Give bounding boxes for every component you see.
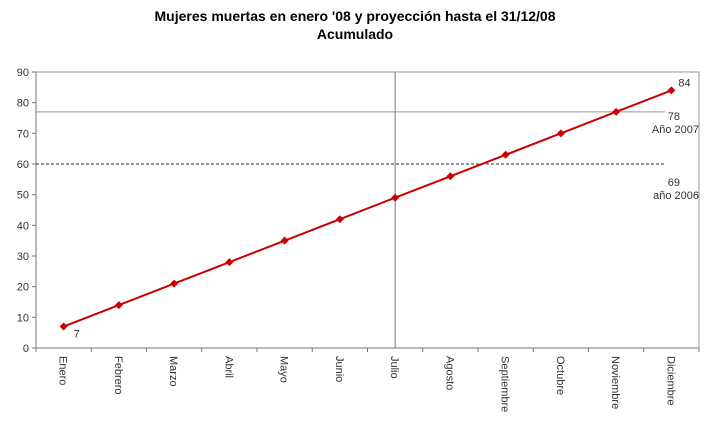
y-tick-label: 80 bbox=[17, 98, 29, 110]
x-tick-label: Marzo bbox=[167, 356, 179, 387]
data-point bbox=[335, 215, 344, 224]
y-tick-label: 60 bbox=[17, 159, 29, 171]
y-tick-label: 30 bbox=[17, 251, 29, 263]
x-tick-label: Junio bbox=[333, 356, 345, 382]
data-point bbox=[225, 258, 234, 267]
reference-value-label: 69 bbox=[668, 177, 680, 189]
y-tick-label: 20 bbox=[17, 282, 29, 294]
x-tick-label: Octubre bbox=[554, 356, 566, 395]
data-label: 84 bbox=[678, 77, 690, 89]
data-point bbox=[612, 107, 621, 116]
x-tick-label: Noviembre bbox=[609, 356, 621, 409]
y-tick-label: 90 bbox=[17, 67, 29, 79]
reference-value-label: 78 bbox=[668, 111, 680, 123]
x-tick-label: Julio bbox=[388, 356, 400, 379]
x-tick-label: Mayo bbox=[278, 356, 290, 383]
data-point bbox=[170, 279, 179, 288]
reference-text-label: Año 2007 bbox=[652, 124, 699, 136]
data-point bbox=[114, 301, 123, 310]
data-point bbox=[667, 86, 676, 95]
x-tick-label: Septiembre bbox=[499, 356, 511, 412]
x-tick-label: Diciembre bbox=[664, 356, 676, 406]
data-point bbox=[391, 193, 400, 202]
series-line bbox=[63, 89, 672, 328]
reference-text-label: año 2006 bbox=[653, 190, 699, 202]
y-tick-label: 40 bbox=[17, 220, 29, 232]
data-point bbox=[501, 150, 510, 159]
plot-area-border bbox=[35, 71, 700, 349]
y-tick-label: 10 bbox=[17, 312, 29, 324]
y-tick-label: 50 bbox=[17, 190, 29, 202]
x-tick-label: Enero bbox=[57, 356, 69, 385]
x-tick-label: Febrero bbox=[112, 356, 124, 395]
y-tick-label: 0 bbox=[23, 343, 29, 355]
chart-subtitle: Acumulado bbox=[316, 26, 394, 42]
y-tick-label: 70 bbox=[17, 128, 29, 140]
data-point bbox=[446, 172, 455, 181]
data-point bbox=[280, 236, 289, 245]
data-point bbox=[59, 322, 68, 331]
data-point bbox=[556, 129, 565, 138]
x-tick-label: Agosto bbox=[443, 356, 455, 390]
data-label: 7 bbox=[74, 329, 80, 341]
x-tick-label: Abril bbox=[222, 356, 234, 378]
chart-title: Mujeres muertas en enero '08 y proyecció… bbox=[154, 8, 556, 24]
